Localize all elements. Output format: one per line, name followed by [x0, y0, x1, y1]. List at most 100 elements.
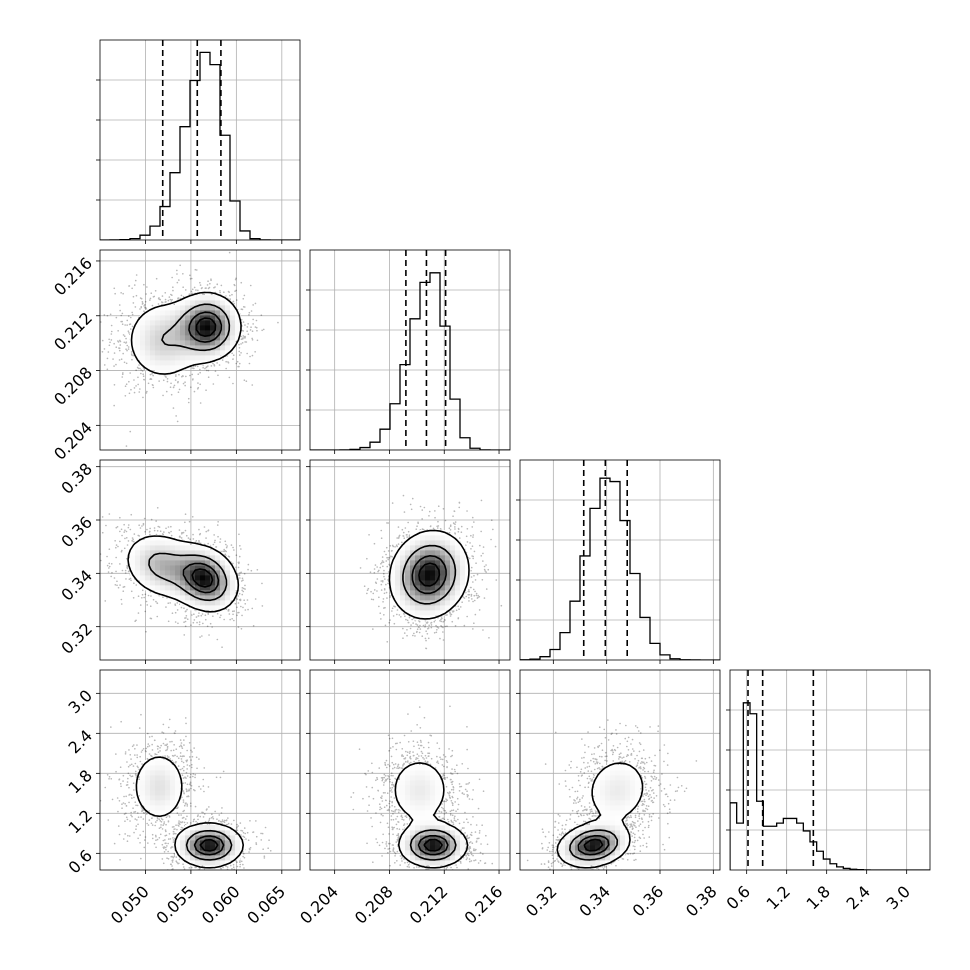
density-cell [215, 560, 221, 566]
density-cell [170, 795, 176, 801]
density-cell [230, 305, 236, 311]
density-cell [195, 835, 201, 841]
density-cell [185, 330, 191, 336]
density-cell [425, 820, 431, 826]
density-cell [620, 850, 626, 856]
density-cell [450, 830, 456, 836]
density-cell [140, 560, 146, 566]
x-tick-label: 3.0 [883, 882, 914, 913]
density-cell [600, 860, 606, 866]
density-cell [225, 590, 231, 596]
density-cell [405, 810, 411, 816]
density-cell [205, 560, 211, 566]
density-cell [190, 855, 196, 861]
density-cell [145, 805, 151, 811]
density-cell [400, 585, 406, 591]
density-cell [165, 805, 171, 811]
density-cell [165, 545, 171, 551]
density-cell [180, 315, 186, 321]
density-cell [210, 305, 216, 311]
density-cell [420, 795, 426, 801]
density-cell [420, 805, 426, 811]
density-cell [145, 800, 151, 806]
density-cell [180, 855, 186, 861]
density-cell [215, 555, 221, 561]
density-cell [165, 325, 171, 331]
density-cell [195, 570, 201, 576]
density-cell [205, 355, 211, 361]
density-cell [220, 835, 226, 841]
density-cell [425, 605, 431, 611]
density-cell [175, 305, 181, 311]
histogram-step-2 [520, 477, 720, 660]
x-tick-label: 0.204 [296, 882, 342, 928]
density-cell [220, 570, 226, 576]
density-cell [155, 305, 161, 311]
density-cell [595, 805, 601, 811]
scatter-panel-2-1 [306, 459, 511, 664]
density-cell [420, 780, 426, 786]
density-cell [420, 550, 426, 556]
density-cell [615, 810, 621, 816]
density-cell [180, 850, 186, 856]
density-cell [150, 325, 156, 331]
density-cell [430, 845, 436, 851]
density-cell [165, 555, 171, 561]
density-cell [155, 545, 161, 551]
density-cell [235, 330, 241, 336]
density-cell [225, 310, 231, 316]
density-cell [175, 775, 181, 781]
density-cell [155, 365, 161, 371]
density-cell [425, 545, 431, 551]
density-cell [225, 560, 231, 566]
density-cell [405, 580, 411, 586]
density-cell [405, 795, 411, 801]
density-cell [165, 540, 171, 546]
density-cell [225, 600, 231, 606]
density-cell [145, 560, 151, 566]
density-cell [425, 810, 431, 816]
density-cell [620, 835, 626, 841]
density-cell [170, 790, 176, 796]
density-cell [400, 590, 406, 596]
density-cell [450, 540, 456, 546]
density-cell [150, 810, 156, 816]
density-cell [210, 840, 216, 846]
density-cell [405, 540, 411, 546]
density-cell [140, 580, 146, 586]
density-cell [205, 840, 211, 846]
density-cell [570, 855, 576, 861]
density-cell [220, 335, 226, 341]
density-cell [205, 600, 211, 606]
density-cell [620, 780, 626, 786]
density-cell [175, 310, 181, 316]
density-cell [455, 575, 461, 581]
density-cell [460, 845, 466, 851]
contour-line [130, 291, 242, 375]
density-cell [405, 790, 411, 796]
density-cell [165, 315, 171, 321]
density-cell [605, 765, 611, 771]
density-cell [415, 610, 421, 616]
density-cell [435, 830, 441, 836]
density-cell [205, 605, 211, 611]
density-cell [405, 845, 411, 851]
density-cell [425, 770, 431, 776]
density-cell [450, 590, 456, 596]
density-cell [165, 575, 171, 581]
density-cell [140, 355, 146, 361]
density-cell [400, 550, 406, 556]
density-cell [155, 350, 161, 356]
density-cell [190, 360, 196, 366]
density-cell [415, 535, 421, 541]
density-cell [145, 575, 151, 581]
density-cell [615, 795, 621, 801]
density-cell [440, 535, 446, 541]
density-cell [180, 560, 186, 566]
density-cell [585, 830, 591, 836]
panel-frame [99, 39, 301, 241]
density-cell [635, 775, 641, 781]
density-cell [235, 835, 241, 841]
density-cell [235, 320, 241, 326]
density-cell [420, 825, 426, 831]
